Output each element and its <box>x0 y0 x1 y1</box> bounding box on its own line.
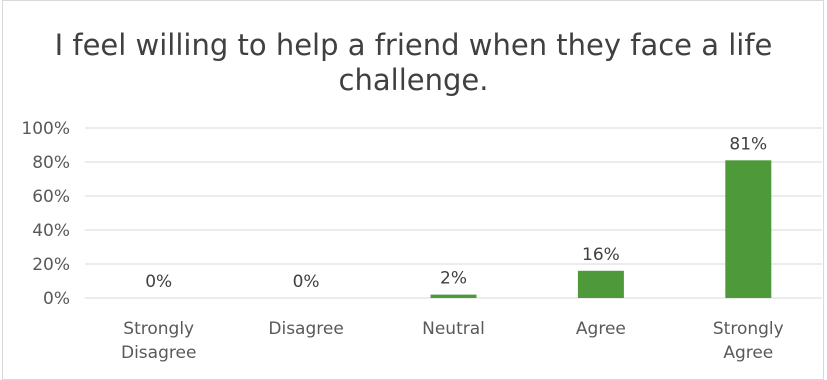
x-tick-label: Disagree <box>121 343 196 363</box>
data-label: 0% <box>145 272 172 292</box>
data-label: 81% <box>729 134 767 154</box>
bar-4 <box>725 160 772 298</box>
chart-title: I feel willing to help a friend when the… <box>54 28 773 97</box>
bar-3 <box>577 270 624 298</box>
data-label: 16% <box>582 245 620 265</box>
x-tick-label: Strongly <box>123 319 194 339</box>
data-label: 0% <box>293 272 320 292</box>
bar-2 <box>430 294 477 298</box>
y-tick-label: 0% <box>43 289 70 309</box>
y-tick-label: 60% <box>32 187 70 207</box>
x-tick-label: Agree <box>723 343 773 363</box>
y-tick-label: 20% <box>32 255 70 275</box>
x-tick-label: Neutral <box>422 319 485 339</box>
x-tick-label: Strongly <box>713 319 784 339</box>
x-tick-label: Agree <box>576 319 626 339</box>
data-label: 2% <box>440 269 467 289</box>
x-tick-label: Disagree <box>268 319 343 339</box>
bar-chart: 0% 20% 40% 60% 80% 100% 0% Strongly Disagree 0% Di… <box>21 119 822 363</box>
y-tick-label: 40% <box>32 221 70 241</box>
y-tick-label: 100% <box>21 119 70 139</box>
y-tick-label: 80% <box>32 153 70 173</box>
